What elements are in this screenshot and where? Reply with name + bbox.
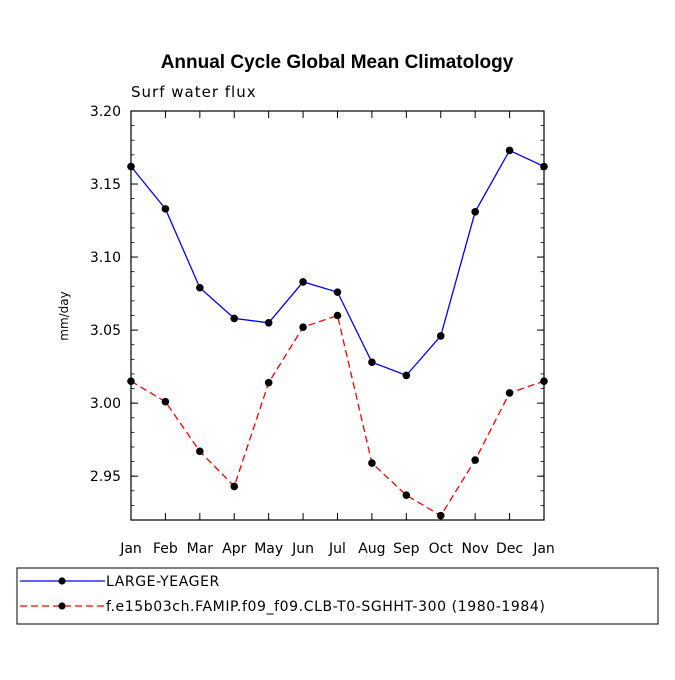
series-1-point — [402, 371, 411, 380]
x-tick-label: Nov — [462, 541, 489, 557]
series-markers — [127, 146, 548, 520]
series-1-point — [230, 314, 239, 323]
series-1-point — [368, 358, 376, 367]
y-tick-label: 3.05 — [90, 323, 121, 339]
x-tick-label: Jan — [119, 541, 142, 557]
series-2-point — [264, 378, 273, 387]
series-2-point — [196, 447, 204, 456]
series-2-point — [436, 511, 445, 520]
y-tick-label: 3.20 — [90, 104, 121, 120]
axis-ticks — [130, 110, 545, 521]
series-2-point — [333, 311, 342, 320]
y-tick-label: 3.15 — [90, 177, 121, 193]
series-2-point — [402, 491, 411, 499]
x-tick-label: Oct — [429, 541, 454, 557]
x-tick-label: Jan — [532, 541, 555, 557]
series-line-1 — [130, 149, 545, 377]
x-tick-label: Sep — [393, 541, 420, 557]
series-line-2 — [130, 314, 545, 517]
y-tick-labels: 2.95 3.00 3.05 3.10 3.15 3.20 — [90, 104, 121, 485]
series-2-point — [368, 459, 376, 467]
x-tick-label: Apr — [222, 541, 246, 557]
legend-label-1: LARGE-YEAGER — [106, 574, 220, 590]
y-tick-label: 3.00 — [90, 396, 121, 412]
series-lines — [130, 149, 545, 517]
series-1-point — [471, 207, 479, 216]
legend-label-2: f.e15b03ch.FAMIP.f09_f09.CLB-T0-SGHHT-30… — [106, 599, 545, 615]
y-axis-label: mm/day — [57, 291, 71, 341]
legend-marker-2 — [58, 602, 66, 610]
legend: LARGE-YEAGER f.e15b03ch.FAMIP.f09_f09.CL… — [16, 567, 659, 625]
series-1-point — [333, 288, 342, 296]
series-2-point — [127, 377, 135, 386]
x-tick-label: Feb — [153, 541, 178, 557]
legend-entry-1: LARGE-YEAGER — [20, 574, 220, 590]
series-2-point — [471, 456, 479, 464]
x-tick-label: Jun — [291, 541, 314, 557]
series-1-point — [540, 162, 548, 171]
x-tick-label: Mar — [187, 541, 214, 557]
series-2-point — [540, 377, 548, 386]
series-2-point — [299, 323, 307, 331]
series-1-point — [299, 278, 307, 286]
legend-entry-2: f.e15b03ch.FAMIP.f09_f09.CLB-T0-SGHHT-30… — [20, 599, 545, 615]
series-1-point — [505, 146, 514, 155]
series-2-point — [505, 389, 514, 397]
series-1-point — [196, 283, 204, 292]
x-tick-label: Aug — [358, 541, 385, 557]
legend-marker-1 — [58, 577, 66, 585]
x-tick-label: Dec — [496, 541, 523, 557]
chart-title: Annual Cycle Global Mean Climatology — [161, 52, 514, 73]
x-tick-label: Jul — [328, 541, 346, 557]
legend-box — [16, 567, 659, 625]
series-1-point — [436, 332, 445, 340]
series-2-point — [161, 397, 170, 406]
series-2-point — [230, 482, 239, 491]
x-tick-labels: Jan Feb Mar Apr May Jun Jul Aug Sep Oct Nov Dec Jan — [119, 541, 555, 557]
y-tick-label: 2.95 — [90, 469, 121, 485]
series-1-point — [264, 319, 273, 327]
series-1-point — [161, 205, 170, 213]
series-1-point — [127, 162, 135, 171]
chart-subtitle: Surf water flux — [131, 83, 257, 101]
x-tick-label: May — [254, 541, 283, 557]
y-tick-label: 3.10 — [90, 250, 121, 266]
